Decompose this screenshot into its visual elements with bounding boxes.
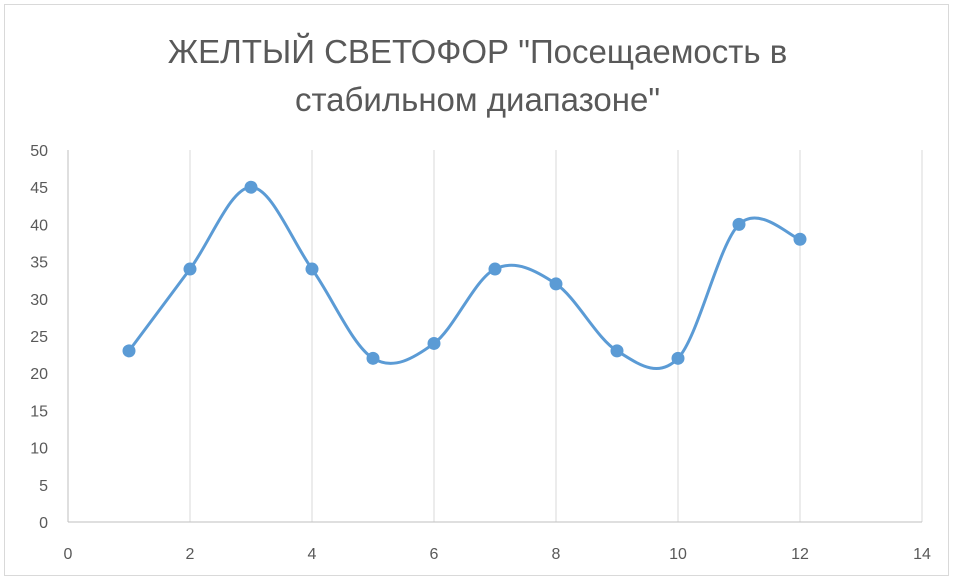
y-tick-label-6: 30: [30, 292, 48, 309]
series-line-0: [127, 185, 802, 371]
y-tick-label-0: 0: [39, 515, 48, 532]
x-tick-label-2: 4: [308, 546, 317, 563]
data-point-6: [427, 336, 441, 350]
data-point-2: [183, 262, 197, 276]
x-tick-label-0: 0: [64, 546, 73, 563]
data-point-1: [122, 344, 136, 358]
data-point-5: [366, 351, 380, 365]
data-point-9: [610, 344, 624, 358]
x-tick-label-4: 8: [552, 546, 561, 563]
data-point-3: [244, 180, 258, 194]
data-point-10: [671, 351, 685, 365]
chart-frame: [4, 4, 949, 576]
data-point-4: [305, 262, 319, 276]
y-tick-label-1: 5: [39, 478, 48, 495]
data-point-12: [793, 232, 807, 246]
y-tick-label-10: 50: [30, 143, 48, 160]
y-tick-label-2: 10: [30, 441, 48, 458]
data-point-8: [549, 277, 563, 291]
chart-title-line-2: стабильном диапазоне": [294, 81, 661, 118]
y-tick-label-5: 25: [30, 329, 48, 346]
x-tick-label-1: 2: [186, 546, 195, 563]
y-tick-label-7: 35: [30, 255, 48, 272]
y-tick-label-3: 15: [30, 403, 48, 420]
chart-title-line-1: ЖЕЛТЫЙ СВЕТОФОР "Посещаемость в: [167, 33, 788, 70]
y-tick-label-9: 45: [30, 180, 48, 197]
x-tick-label-3: 6: [430, 546, 439, 563]
chart-title: ЖЕЛТЫЙ СВЕТОФОР "Посещаемость в стабильн…: [0, 28, 955, 124]
x-tick-label-7: 14: [913, 546, 931, 563]
y-tick-label-4: 20: [30, 366, 48, 383]
y-tick-label-8: 40: [30, 217, 48, 234]
x-tick-label-6: 12: [791, 546, 809, 563]
x-tick-label-5: 10: [669, 546, 687, 563]
data-point-11: [732, 217, 746, 231]
data-point-7: [488, 262, 502, 276]
